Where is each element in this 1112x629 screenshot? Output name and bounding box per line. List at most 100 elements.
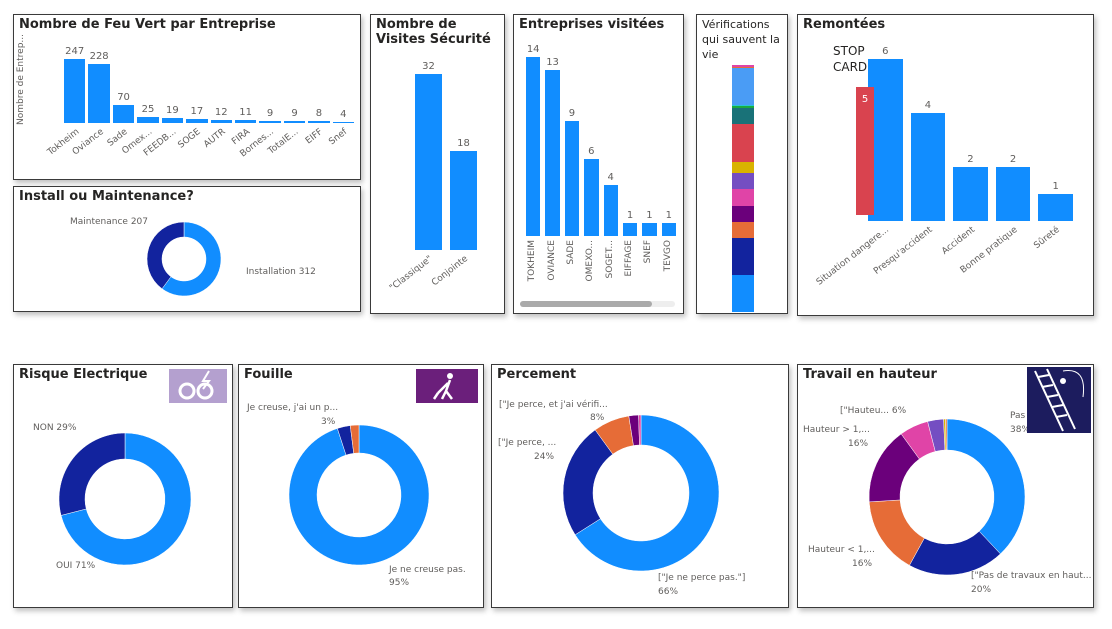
donut-slice[interactable]	[945, 418, 948, 451]
slice-label: Hauteur < 1,...	[808, 545, 875, 555]
bar[interactable]	[332, 121, 355, 123]
stacked-bar	[732, 65, 754, 312]
stack-segment[interactable]	[732, 124, 754, 162]
donut-slice[interactable]	[161, 221, 222, 297]
donut-slice[interactable]	[288, 424, 430, 566]
bar-column[interactable]: 13 OVIANCE	[545, 43, 560, 281]
bar-column[interactable]: 1 TEVGO	[661, 43, 676, 271]
bar[interactable]	[1038, 194, 1073, 221]
bar[interactable]	[308, 120, 330, 123]
bar[interactable]	[137, 116, 159, 123]
slice-pct: 8%	[590, 413, 605, 423]
stack-segment[interactable]	[732, 205, 754, 222]
stack-segment[interactable]	[732, 104, 754, 107]
stack-segment[interactable]	[732, 161, 754, 173]
bar-column[interactable]: 14 TOKHEIM	[526, 43, 541, 281]
stack-segment[interactable]	[732, 221, 754, 239]
donut-slice[interactable]	[146, 221, 185, 290]
stack-segment[interactable]	[732, 172, 754, 190]
fouille-panel[interactable]: Fouille Je creuse, j'ai un p... 3% Je ne…	[238, 364, 484, 608]
bar[interactable]	[545, 69, 560, 236]
data-label: 8	[315, 107, 323, 119]
remontees-panel[interactable]: Remontées 6 Situation dangere... 4 Presqu'a…	[797, 14, 1094, 316]
bar[interactable]	[450, 151, 477, 250]
bar-column[interactable]: 1 SNEF	[642, 43, 657, 263]
bar[interactable]	[995, 167, 1031, 221]
donut-slice[interactable]	[58, 432, 126, 516]
verifications-panel[interactable]: Vérifications qui sauvent la vie	[696, 14, 788, 314]
bar-column[interactable]: 11 FIRA	[230, 45, 257, 147]
bar-column[interactable]: 4 Snef	[328, 45, 355, 147]
slice-label: ["Je ne perce pas."]	[658, 573, 746, 583]
panel-title: Nombre de Visites Sécurité	[376, 17, 491, 47]
bar-column[interactable]: 1 Sûreté	[1032, 45, 1073, 251]
entreprises-panel[interactable]: Entreprises visitées 14 TOKHEIM 13 OVIANCE 9…	[513, 14, 684, 314]
slice-pct: 16%	[848, 439, 869, 449]
bar-column[interactable]: 9 Bornes...	[239, 45, 281, 159]
bar-column[interactable]: 4 Presqu'accident	[872, 45, 946, 277]
bar-column[interactable]: 4 SOGET...	[603, 43, 618, 278]
horizontal-scrollbar[interactable]	[520, 301, 675, 307]
category-label: SOGET...	[604, 240, 615, 279]
bar-column[interactable]: 6 OMEXO...	[584, 43, 599, 281]
bar-column[interactable]: 25 Omex...	[120, 45, 159, 157]
bar-column[interactable]: 2 Accident	[940, 45, 988, 257]
bar[interactable]	[64, 59, 86, 123]
bar[interactable]	[642, 223, 657, 236]
bar-column[interactable]: 2 Bonne pratique	[958, 45, 1031, 276]
visites-panel[interactable]: Nombre de Visites Sécurité 32 "Classique"…	[370, 14, 505, 314]
donut-slice[interactable]	[349, 424, 360, 454]
bar-column[interactable]: 247 Tokheim	[45, 45, 86, 158]
donut-slice[interactable]	[638, 414, 642, 446]
stack-segment[interactable]	[732, 275, 754, 312]
donut-slice[interactable]	[60, 432, 192, 566]
percement-panel[interactable]: Percement ["Je perce, et j'ai vérifi... …	[491, 364, 789, 608]
stack-segment[interactable]	[732, 189, 754, 206]
bar[interactable]	[283, 120, 306, 123]
slice-label: Pas ...	[1010, 411, 1037, 421]
bar[interactable]	[910, 113, 946, 221]
install-panel[interactable]: Install ou Maintenance? Maintenance 207 …	[13, 186, 361, 312]
donut-slice[interactable]	[946, 418, 1026, 555]
stack-segment[interactable]	[732, 107, 754, 125]
bar-column[interactable]: 8 EIFF	[304, 45, 330, 146]
bar-column[interactable]: 32 "Classique"	[388, 60, 442, 294]
bar[interactable]	[622, 223, 638, 236]
bar[interactable]	[661, 223, 676, 236]
bar[interactable]	[603, 184, 618, 236]
risque-panel[interactable]: Risque Electrique NON 29% OUI 71%	[13, 364, 233, 608]
panel-title: Fouille	[244, 367, 293, 382]
bar-column[interactable]: 9 TotalE...	[267, 45, 306, 157]
bar[interactable]	[88, 63, 110, 123]
bar[interactable]	[210, 119, 232, 123]
bar-column[interactable]: 228 Oviance	[70, 45, 110, 157]
bar[interactable]	[234, 120, 257, 123]
bar-column[interactable]: 12 AUTR	[202, 45, 232, 150]
bar[interactable]	[112, 104, 135, 123]
feu-vert-panel[interactable]: Nombre de Feu Vert par Entreprise Nombre…	[13, 14, 361, 180]
bar[interactable]	[526, 57, 541, 236]
bar[interactable]	[584, 159, 599, 236]
bar[interactable]	[259, 120, 281, 123]
stack-segment[interactable]	[732, 106, 754, 108]
stack-segment[interactable]	[732, 68, 754, 105]
stack-segment[interactable]	[732, 238, 754, 276]
bar[interactable]	[953, 167, 988, 221]
donut-slice[interactable]	[574, 414, 720, 572]
slice-label: Je ne creuse pas.	[389, 565, 466, 575]
bar[interactable]	[415, 74, 442, 250]
data-label: 9	[266, 107, 274, 119]
donut-slice[interactable]	[562, 429, 614, 536]
bar-column[interactable]: 70 Sade	[106, 45, 135, 149]
bar-column[interactable]: 18 Conjointe	[430, 60, 477, 288]
stack-segment[interactable]	[732, 66, 754, 69]
bar-column[interactable]: 9 SADE	[564, 43, 580, 265]
bar-column[interactable]: 17 SOGE	[177, 45, 208, 151]
stack-segment[interactable]	[732, 65, 754, 67]
bar[interactable]	[161, 118, 184, 123]
travail-panel[interactable]: Travail en hauteur ["Hauteu... 6% Hauteu…	[797, 364, 1094, 608]
bar-column[interactable]: 1 EIFFAGE	[622, 43, 638, 277]
bar[interactable]	[564, 120, 580, 236]
bar-column[interactable]: 19 FEEDB...	[142, 45, 184, 158]
bar[interactable]	[186, 118, 208, 123]
